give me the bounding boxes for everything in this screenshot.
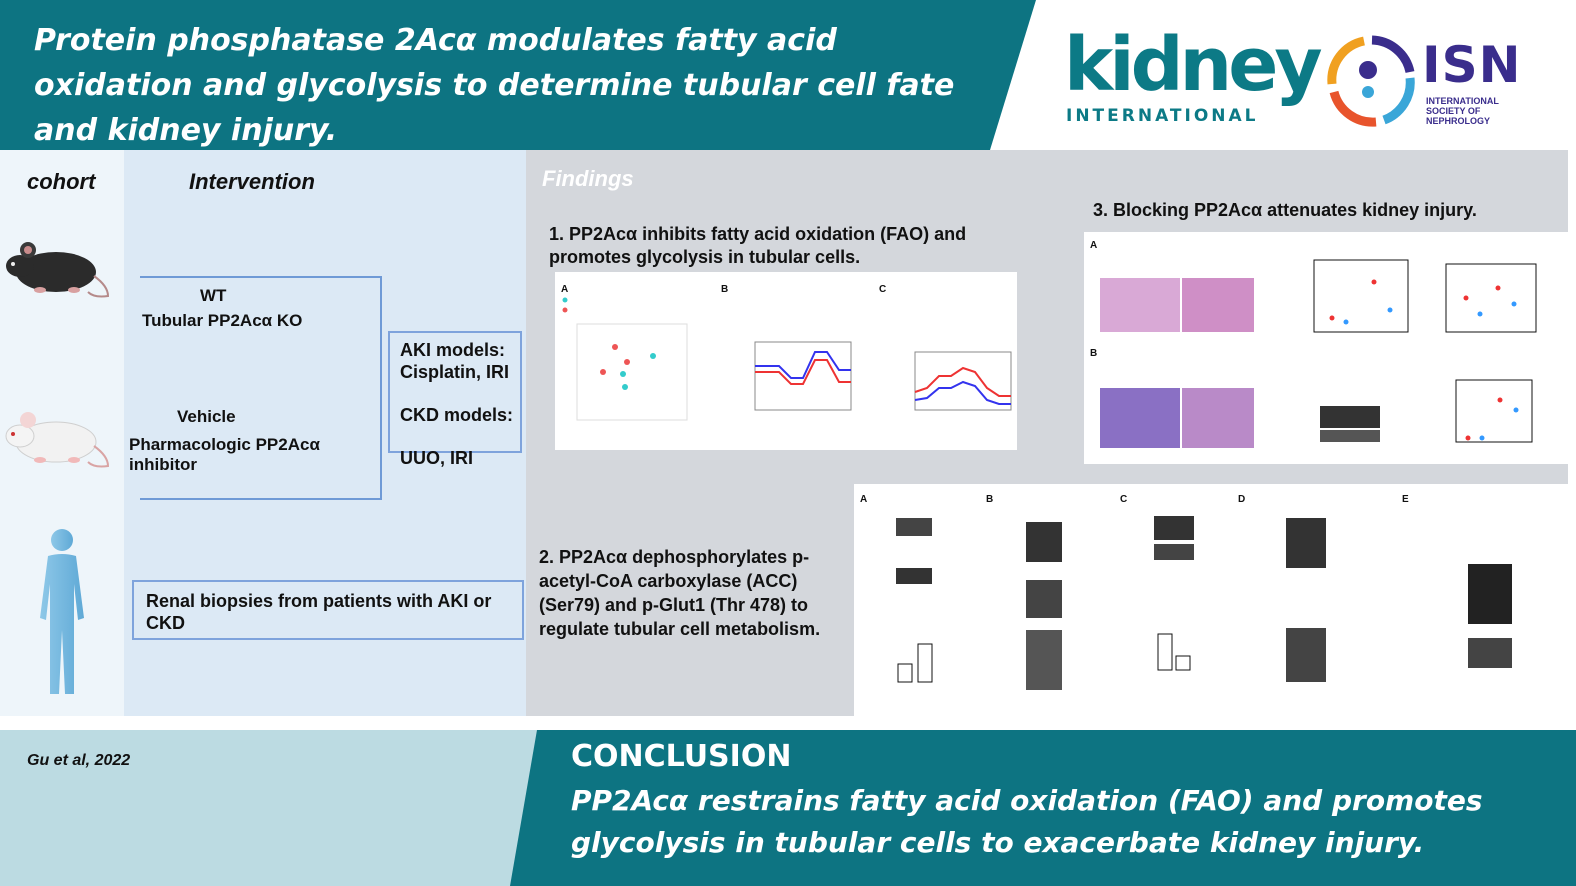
citation: Gu et al, 2022 [27, 752, 131, 769]
poster-title: Protein phosphatase 2Acα modulates fatty… [34, 23, 955, 148]
figure-1-graphic: A B C [561, 284, 1012, 421]
ckd-models-label: CKD models: [400, 405, 514, 425]
ckd-models-value: UUO, IRI [400, 448, 474, 468]
findings-header: Findings [542, 166, 634, 191]
aki-models-label: AKI models: [400, 340, 506, 360]
figure-2-panel: A B C D E [854, 484, 1568, 716]
human-icon [40, 529, 84, 694]
intervention-column [124, 150, 526, 716]
isn-logo-word: ISN [1422, 36, 1522, 94]
isn-emblem-icon [1327, 35, 1415, 127]
figure-3-panel: A B [1084, 232, 1568, 464]
title-bar: Protein phosphatase 2Acα modulates fatty… [0, 0, 1576, 150]
finding-1-title: 1. PP2Acα inhibits fatty acid oxidation … [549, 224, 967, 267]
title-banner-shape [0, 0, 1036, 150]
finding-3-title: 3. Blocking PP2Acα attenuates kidney inj… [1093, 200, 1477, 220]
white-mouse-icon [5, 412, 110, 468]
kidney-logo-word: kidney [1064, 22, 1323, 108]
svg-text:A: A [860, 494, 867, 505]
svg-text:C: C [1120, 494, 1127, 505]
wt-label: WT [200, 286, 227, 305]
intervention-bracket [140, 276, 382, 500]
conclusion-text: PP2Acα restrains fatty acid oxidation (F… [571, 784, 1483, 859]
black-mouse-icon [6, 242, 110, 298]
figure-1-panel: A B C [555, 272, 1017, 450]
svg-text:B: B [721, 284, 728, 295]
figure-3-graphic: A B [1090, 240, 1537, 448]
tubular-ko-label: Tubular PP2Acα KO [142, 311, 303, 330]
models-box [388, 331, 522, 453]
svg-text:D: D [1238, 494, 1245, 505]
conclusion-header: CONCLUSION [571, 739, 792, 774]
biopsy-box [132, 580, 524, 640]
finding-2-title: 2. PP2Acα dephosphorylates p-acetyl-CoA … [539, 547, 821, 639]
isn-logo-subtitle: INTERNATIONAL SOCIETY OF NEPHROLOGY [1426, 96, 1499, 126]
svg-text:B: B [1090, 348, 1097, 359]
figure-2-graphic: A B C D E [860, 494, 1512, 690]
kidney-international-logo: kidney INTERNATIONAL [1064, 22, 1323, 128]
svg-text:E: E [1402, 494, 1409, 505]
isn-logo: ISN INTERNATIONAL SOCIETY OF NEPHROLOGY [1322, 32, 1552, 132]
svg-text:A: A [1090, 240, 1097, 251]
conclusion-banner-shape [0, 730, 1576, 886]
svg-text:B: B [986, 494, 993, 505]
inhibitor-label: Pharmacologic PP2Acα inhibitor [129, 435, 320, 474]
kidney-logo-subtitle: INTERNATIONAL [1066, 106, 1259, 126]
biopsy-label: Renal biopsies from patients with AKI or… [146, 591, 492, 633]
intervention-header: Intervention [189, 169, 315, 194]
svg-text:C: C [879, 284, 886, 295]
cohort-header: cohort [27, 169, 96, 194]
svg-text:A: A [561, 284, 568, 295]
aki-models-value: Cisplatin, IRI [400, 362, 510, 382]
vehicle-label: Vehicle [177, 407, 236, 426]
